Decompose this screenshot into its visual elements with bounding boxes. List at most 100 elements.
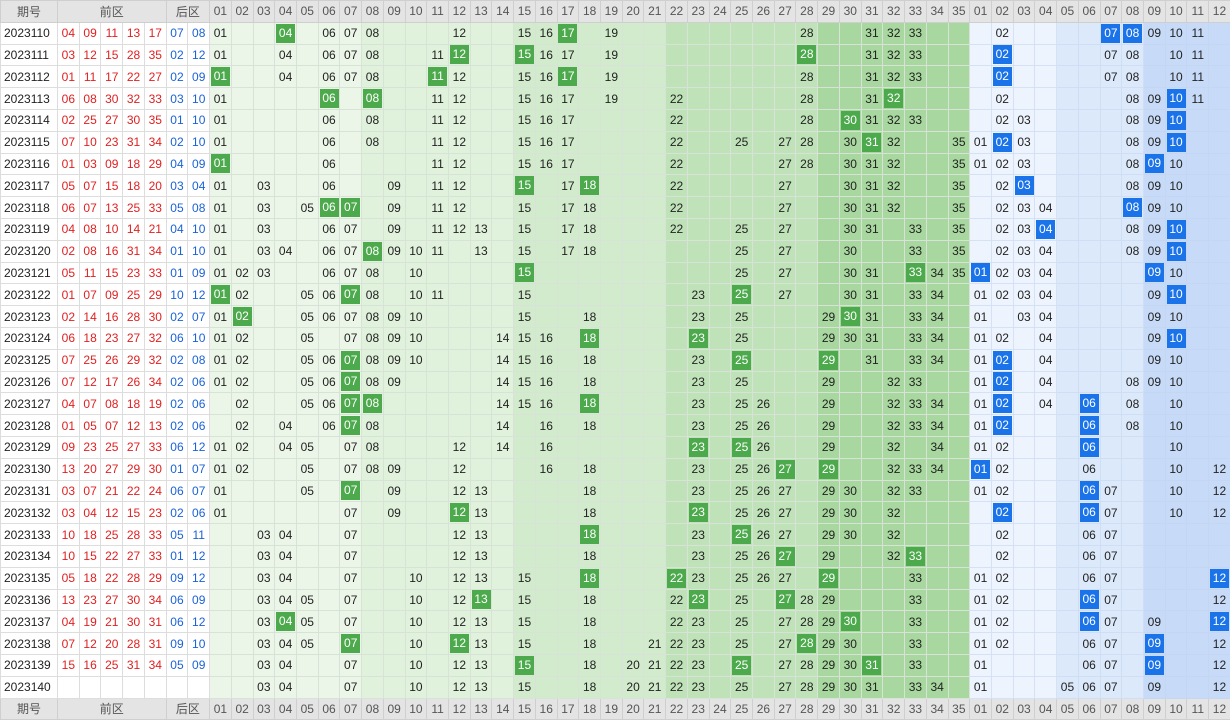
front-cell: 14: [491, 392, 515, 416]
front-number: 25: [100, 653, 124, 677]
front-cell: 25: [730, 326, 754, 350]
front-cell: 31: [860, 65, 884, 89]
front-cell: 03: [252, 217, 276, 241]
front-cell: 31: [860, 283, 884, 307]
period: 2023122: [0, 283, 58, 307]
front-cell: [686, 239, 710, 263]
front-cell: [252, 283, 276, 307]
hit-number: 07: [341, 481, 361, 501]
front-cell: 32: [882, 21, 906, 45]
front-hit: 12: [447, 632, 471, 655]
period: 2023139: [0, 653, 58, 677]
front-cell: [491, 43, 515, 67]
front-cell: [339, 87, 363, 110]
back-cell: 05: [1056, 675, 1079, 699]
front-cell: 13: [469, 632, 493, 655]
front-cell: [295, 566, 319, 590]
front-cell: [904, 435, 927, 459]
front-cell: [252, 501, 276, 525]
back-cell: 04: [1034, 348, 1058, 372]
back-cell: 08: [1121, 370, 1144, 394]
front-cell: [817, 239, 840, 263]
back-hit: 10: [1164, 326, 1188, 350]
front-cell: 15: [513, 632, 536, 655]
front-cell: [708, 217, 732, 241]
front-cell: 08: [361, 43, 384, 67]
front-cell: [860, 632, 884, 655]
front-cell: [817, 152, 840, 176]
front-cell: 17: [556, 152, 580, 176]
back-cell: [1186, 239, 1210, 263]
back-cell: [1056, 326, 1079, 350]
front-cell: 01: [209, 261, 232, 285]
front-number: 28: [122, 305, 145, 328]
front-cell: [752, 588, 775, 612]
front-number: 21: [100, 479, 124, 503]
front-cell: [513, 501, 536, 525]
front-cell: [404, 108, 428, 132]
period: 2023138: [0, 632, 58, 655]
front-column: 16: [534, 0, 558, 23]
front-cell: 17: [556, 174, 580, 198]
front-cell: [665, 21, 688, 45]
front-cell: [947, 501, 971, 525]
front-cell: 18: [578, 196, 601, 219]
back-number: 10: [187, 217, 211, 241]
back-cell: 01: [969, 305, 992, 328]
front-cell: 11: [426, 196, 449, 219]
back-cell: [1186, 523, 1210, 546]
front-column: 28: [795, 0, 819, 23]
front-cell: [643, 283, 667, 307]
front-cell: 27: [773, 501, 797, 525]
front-cell: 25: [730, 370, 754, 394]
back-cell: 06: [1077, 566, 1101, 590]
front-column: 29: [817, 0, 840, 23]
front-cell: [838, 21, 862, 45]
front-cell: 09: [382, 370, 406, 394]
front-cell: 12: [447, 653, 471, 677]
front-cell: 27: [773, 152, 797, 176]
back-cell: [1012, 435, 1036, 459]
front-cell: [773, 370, 797, 394]
front-cell: [469, 370, 493, 394]
front-cell: 07: [339, 261, 363, 285]
back-number: 07: [165, 21, 189, 45]
front-cell: [795, 305, 819, 328]
back-column: 01: [969, 0, 992, 23]
period: 2023133: [0, 523, 58, 546]
hit-number: 30: [840, 110, 860, 130]
front-number: 25: [122, 283, 145, 307]
front-cell: [925, 130, 949, 154]
front-cell: [838, 588, 862, 612]
back-number: 02: [165, 348, 189, 372]
front-cell: 14: [491, 435, 515, 459]
front-cell: [252, 43, 276, 67]
front-number: 33: [143, 544, 167, 568]
back-cell: 10: [1164, 43, 1188, 67]
front-cell: [860, 479, 884, 503]
front-cell: [491, 21, 515, 45]
front-cell: 18: [578, 632, 601, 655]
front-cell: 15: [513, 588, 536, 612]
front-cell: 15: [513, 217, 536, 241]
front-cell: 31: [860, 87, 884, 110]
back-cell: [1208, 174, 1230, 198]
front-cell: 34: [925, 348, 949, 372]
front-cell: 33: [904, 610, 927, 634]
back-cell: 09: [1142, 326, 1166, 350]
back-cell: 11: [1186, 65, 1210, 89]
front-number: 05: [78, 414, 102, 437]
front-cell: 21: [643, 675, 667, 699]
front-cell: [600, 566, 623, 590]
front-column: 19: [600, 697, 623, 720]
draw-row: 2023135 05 18 22 28 29 09 12 03 04 07 10 12 13 15 18 22 2…: [0, 566, 1230, 590]
front-cell: [230, 21, 254, 45]
front-column: 30: [838, 0, 862, 23]
front-cell: 10: [404, 283, 428, 307]
front-cell: 25: [730, 305, 754, 328]
back-cell: 07: [1099, 675, 1123, 699]
back-cell: 02: [990, 196, 1014, 219]
front-cell: [295, 152, 319, 176]
front-cell: [252, 370, 276, 394]
front-cell: [795, 348, 819, 372]
